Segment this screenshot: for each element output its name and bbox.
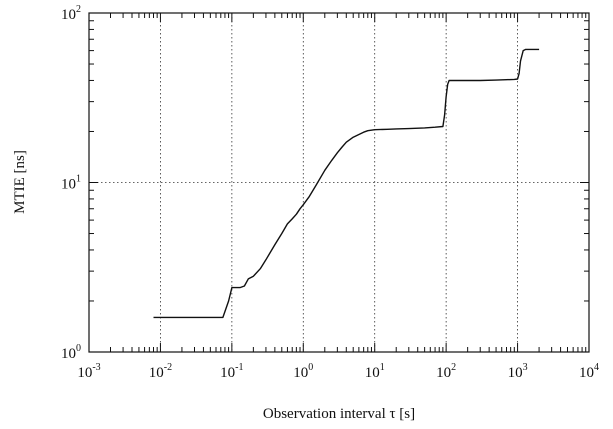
x-tick-label: 10-1: [220, 362, 243, 381]
y-tick-label: 100: [61, 343, 81, 362]
grid-layer: [89, 13, 589, 352]
x-tick-exponent: -2: [164, 362, 172, 373]
x-tick-exponent: 2: [451, 362, 456, 373]
x-axis-label: Observation interval τ [s]: [263, 406, 415, 422]
x-tick-label: 10-3: [77, 362, 100, 381]
y-tick-base: 10: [61, 7, 76, 23]
x-tick-base: 10: [579, 365, 594, 381]
y-tick-label: 101: [61, 174, 81, 193]
y-tick-base: 10: [61, 346, 76, 362]
y-tick-exponent: 0: [76, 343, 81, 354]
x-tick-exponent: 0: [308, 362, 313, 373]
x-tick-base: 10: [220, 365, 235, 381]
x-tick-exponent: 1: [380, 362, 385, 373]
y-tick-exponent: 2: [76, 4, 81, 15]
x-tick-label: 104: [579, 362, 599, 381]
x-tick-exponent: 3: [523, 362, 528, 373]
x-tick-label: 10-2: [149, 362, 172, 381]
x-tick-label: 101: [365, 362, 385, 381]
plot-frame: [88, 12, 590, 353]
x-tick-base: 10: [365, 365, 380, 381]
x-tick-base: 10: [436, 365, 451, 381]
x-tick-label: 103: [508, 362, 528, 381]
x-tick-label: 100: [293, 362, 313, 381]
x-tick-label: 102: [436, 362, 456, 381]
x-tick-base: 10: [77, 365, 92, 381]
x-tick-base: 10: [149, 365, 164, 381]
x-tick-exponent: -1: [235, 362, 243, 373]
y-tick-exponent: 1: [76, 174, 81, 185]
x-tick-exponent: 4: [594, 362, 599, 373]
mtie-series-line: [153, 48, 540, 319]
x-tick-labels: 10-3 10-2 10-1 100 101 102 103 104: [77, 362, 599, 381]
series-layer: [153, 48, 540, 319]
x-tick-exponent: -3: [92, 362, 100, 373]
y-tick-base: 10: [61, 177, 76, 193]
x-tick-base: 10: [508, 365, 523, 381]
y-axis-label: MTIE [ns]: [12, 150, 28, 214]
y-tick-label: 102: [61, 4, 81, 23]
x-tick-base: 10: [293, 365, 308, 381]
